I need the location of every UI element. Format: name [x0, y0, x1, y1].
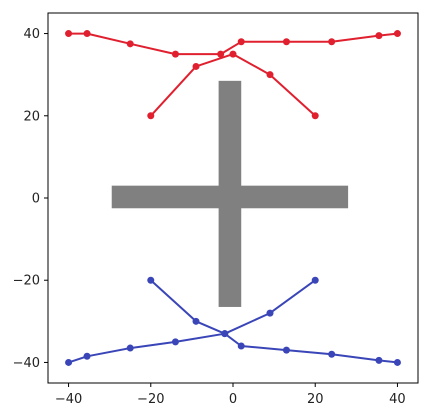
series-1-point: [311, 276, 319, 284]
plot-series: [65, 30, 401, 366]
series-0-line-0: [68, 32, 398, 56]
series-0-point: [393, 30, 401, 38]
series-1-point: [393, 358, 401, 366]
series-1-point: [126, 344, 134, 352]
x-tick-label: 40: [389, 392, 406, 407]
series-0-point: [126, 40, 134, 48]
cross-shape: [111, 80, 349, 307]
y-axis-ticks: −40 −20 0 20 40: [13, 27, 48, 371]
series-0-point: [171, 50, 179, 58]
y-tick-label: 40: [23, 27, 40, 42]
series-0-point: [237, 38, 245, 46]
y-tick-label: 20: [23, 109, 40, 124]
series-1-point: [192, 317, 200, 325]
series-1-point: [221, 330, 229, 338]
series-1-line-0: [68, 332, 398, 364]
series-0-point: [65, 30, 73, 38]
x-tick-label: −20: [137, 392, 164, 407]
series-1-point: [266, 309, 274, 317]
x-axis-ticks: −40 −20 0 20 40: [55, 383, 406, 407]
series-0-point: [192, 62, 200, 70]
series-0-point: [147, 112, 155, 120]
series-0-point: [328, 38, 336, 46]
series-0-point: [266, 71, 274, 79]
series-1-point: [171, 338, 179, 346]
series-0-point: [217, 50, 225, 58]
y-tick-label: −20: [13, 274, 40, 289]
x-tick-label: −40: [55, 392, 82, 407]
series-1-point: [83, 352, 91, 360]
series-1-point: [282, 346, 290, 354]
x-tick-label: 20: [307, 392, 324, 407]
series-1-point: [65, 358, 73, 366]
series-1-point: [375, 356, 383, 364]
series-0-point: [375, 32, 383, 40]
cross-vertical-bar: [218, 80, 242, 307]
y-tick-label: −40: [13, 356, 40, 371]
series-0-point: [311, 112, 319, 120]
series-1-point: [237, 342, 245, 350]
series-0-point: [83, 30, 91, 38]
x-tick-label: 0: [229, 392, 237, 407]
y-tick-label: 0: [32, 192, 40, 207]
series-1-point: [147, 276, 155, 284]
series-1-point: [328, 350, 336, 358]
series-0-point: [282, 38, 290, 46]
series-0-point: [229, 50, 237, 58]
